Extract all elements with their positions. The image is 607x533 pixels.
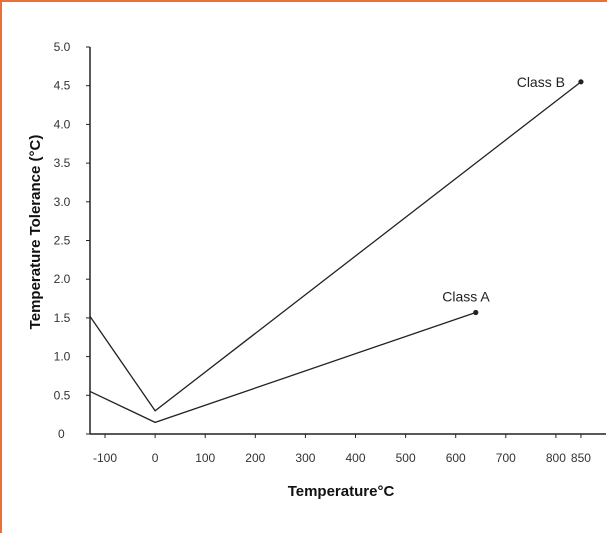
x-tick-label: 100	[195, 451, 215, 465]
class-b-end-point	[578, 79, 583, 84]
x-tick-label: 0	[152, 451, 159, 465]
y-axis-title: Temperature Tolerance (°C)	[27, 135, 44, 330]
series-group: Class B Class A	[90, 74, 584, 423]
y-tick-label: 5.0	[54, 40, 71, 54]
axes	[90, 47, 606, 434]
y-tick-label: 1.5	[54, 311, 71, 325]
class-a-label: Class A	[442, 288, 490, 304]
x-tick-label: 850	[571, 451, 591, 465]
y-tick-label: 4.5	[54, 79, 71, 93]
y-ticks: 0 0.5 1.0 1.5 2.0 2.5 3.0 3.5 4.0 4.5 5.0	[54, 40, 90, 441]
class-a-end-point	[473, 310, 478, 315]
y-tick-label: 3.5	[54, 156, 71, 170]
y-tick-label: 0	[58, 427, 65, 441]
y-tick-label: 1.0	[54, 350, 71, 364]
x-tick-label: 800	[546, 451, 566, 465]
x-tick-label: 500	[396, 451, 416, 465]
x-tick-label: 200	[245, 451, 265, 465]
x-tick-label: 400	[345, 451, 365, 465]
y-tick-label: 2.5	[54, 234, 71, 248]
y-tick-label: 4.0	[54, 117, 71, 131]
class-b-label: Class B	[517, 74, 565, 90]
y-tick-label: 3.0	[54, 195, 71, 209]
y-tick-label: 0.5	[54, 388, 71, 402]
x-tick-label: 600	[446, 451, 466, 465]
x-tick-label: -100	[93, 451, 117, 465]
x-tick-label: 300	[295, 451, 315, 465]
x-tick-label: 700	[496, 451, 516, 465]
class-b-line	[90, 82, 581, 411]
x-axis-title: Temperature°C	[288, 483, 395, 500]
class-a-line	[90, 312, 476, 422]
x-ticks: -100 0 100 200 300 400 500 600 700 800 850	[93, 434, 591, 465]
y-tick-label: 2.0	[54, 272, 71, 286]
